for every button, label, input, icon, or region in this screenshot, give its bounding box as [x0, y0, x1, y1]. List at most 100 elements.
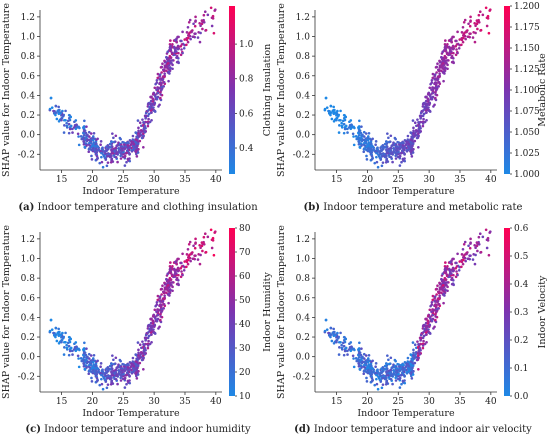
scatter-point [364, 360, 367, 364]
scatter-point [150, 118, 153, 122]
scatter-point [187, 34, 190, 37]
scatter-point [169, 261, 172, 264]
scatter-point [71, 349, 74, 353]
scatter-point [143, 346, 147, 350]
scatter-point [135, 367, 139, 370]
scatter-point [382, 146, 385, 150]
scatter-point [389, 368, 392, 372]
scatter-point [168, 72, 171, 75]
scatter-point [55, 339, 59, 343]
scatter-point [344, 124, 348, 128]
scatter-point [194, 15, 197, 19]
scatter-point [440, 55, 443, 59]
scatter-point [394, 379, 398, 382]
y-tick-label: 0.0 [21, 353, 36, 363]
scatter-point [135, 145, 139, 148]
scatter-point [144, 117, 147, 120]
scatter-point [428, 308, 432, 312]
scatter-point [417, 368, 420, 371]
scatter-point [444, 261, 447, 264]
scatter-point [364, 138, 367, 142]
scatter-point [434, 318, 437, 322]
scatter-point [156, 76, 160, 80]
scatter-point [474, 246, 477, 250]
scatter-point [132, 142, 136, 146]
scatter-point [425, 324, 429, 328]
scatter-point [358, 145, 362, 149]
colorbar-tick-label: 1.025 [514, 149, 540, 159]
scatter-point [430, 319, 434, 322]
scatter-point [114, 134, 118, 138]
scatter-point [92, 131, 96, 135]
scatter-point [340, 346, 344, 350]
scatter-point [202, 235, 206, 239]
scatter-point [89, 132, 93, 135]
scatter-point [180, 39, 183, 43]
scatter-point [101, 368, 104, 371]
scatter-point [92, 353, 96, 357]
scatter-point [371, 156, 374, 160]
scatter-point [62, 336, 65, 340]
scatter-point [456, 252, 459, 256]
scatter-point [82, 129, 86, 133]
scatter-point [426, 314, 430, 318]
scatter-point [421, 102, 425, 106]
scatter-point [123, 386, 127, 389]
x-tick-label: 30 [423, 397, 435, 407]
y-axis-label: SHAP value for Indoor Temperature [1, 225, 12, 399]
scatter-point [99, 362, 103, 365]
scatter-point [426, 322, 430, 325]
scatter-point [74, 349, 78, 353]
scatter-point [440, 65, 443, 69]
scatter-point [394, 370, 398, 374]
scatter-point [160, 85, 164, 89]
scatter-point [138, 357, 141, 360]
scatter-point [115, 373, 118, 376]
scatter-point [91, 365, 95, 368]
scatter-point [82, 134, 86, 137]
scatter-point [424, 95, 428, 99]
scatter-point [335, 117, 338, 120]
scatter-point [59, 112, 62, 115]
scatter-point [146, 114, 150, 117]
scatter-point [151, 314, 155, 318]
scatter-point [357, 142, 361, 146]
scatter-point [458, 38, 462, 41]
scatter-point [338, 346, 341, 349]
scatter-point [359, 131, 363, 135]
scatter-point [349, 349, 353, 353]
scatter-point [391, 382, 394, 386]
scatter-point [335, 339, 338, 342]
scatter-point [157, 87, 161, 90]
scatter-point [108, 364, 112, 368]
scatter-point [162, 81, 166, 84]
scatter-point [110, 380, 113, 384]
scatter-point [421, 114, 425, 117]
scatter-point [134, 353, 138, 357]
scatter-point [343, 349, 347, 353]
scatter-point [150, 111, 153, 114]
scatter-point [463, 253, 467, 256]
scatter-point [152, 109, 155, 112]
scatter-point [360, 347, 363, 350]
scatter-point [386, 354, 389, 357]
scatter-point [71, 127, 74, 131]
scatter-point [161, 62, 164, 66]
scatter-point [175, 60, 179, 64]
scatter-point [95, 150, 98, 154]
scatter-point [138, 135, 141, 138]
x-axis-label: Indoor Temperature [82, 408, 180, 419]
scatter-point [159, 93, 162, 96]
scatter-point [394, 376, 397, 380]
scatter-point [175, 56, 178, 59]
colorbar-tick-label: 0.5 [514, 252, 529, 262]
scatter-point [366, 365, 370, 368]
scatter-point [196, 258, 200, 261]
scatter-point [403, 152, 406, 156]
x-tick-label: 40 [210, 175, 222, 185]
scatter-point [141, 118, 144, 121]
scatter-point [137, 129, 140, 133]
scatter-point [475, 241, 479, 244]
scatter-point [180, 48, 183, 51]
scatter-point [373, 383, 377, 387]
